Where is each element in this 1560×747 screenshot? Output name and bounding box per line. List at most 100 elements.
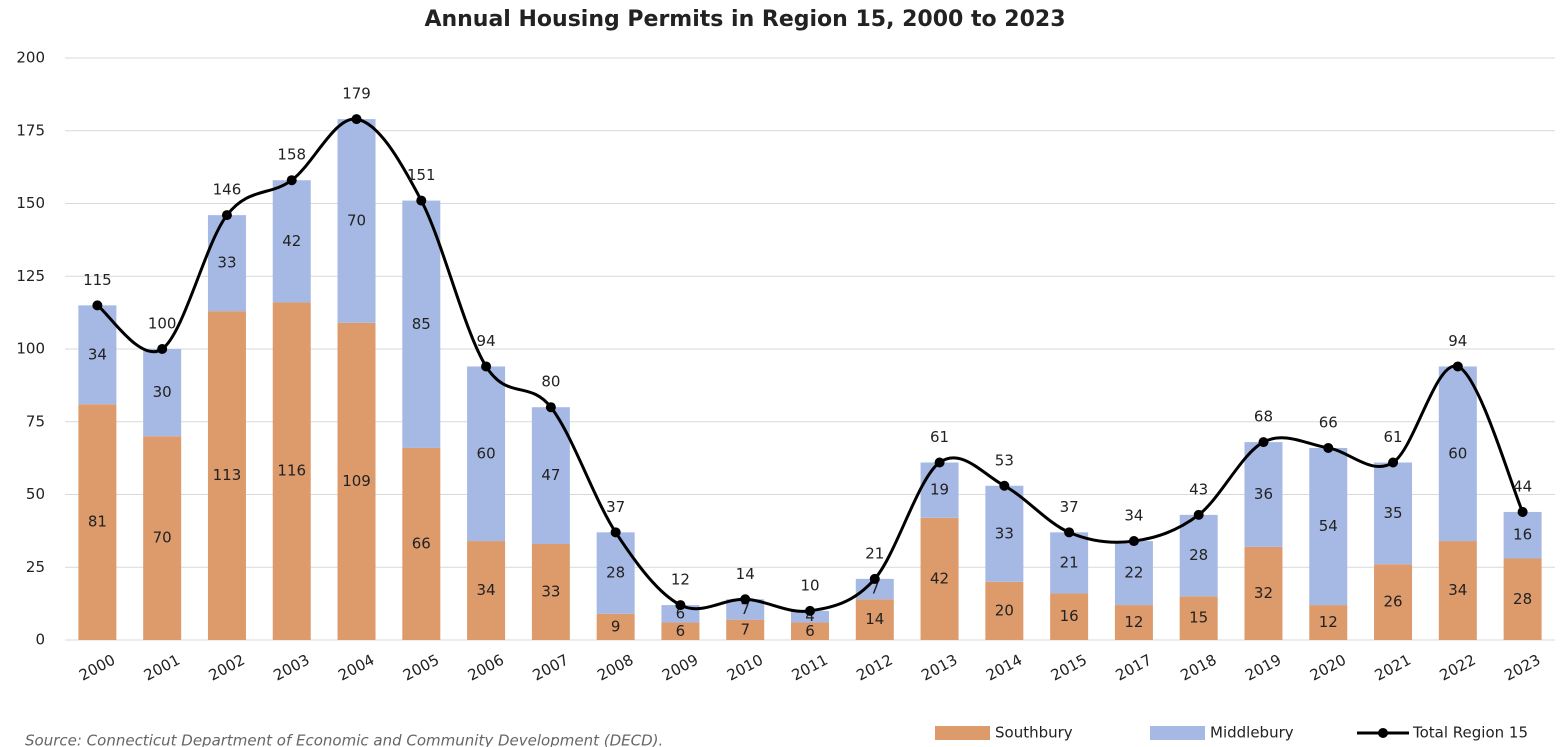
data-label: 28 xyxy=(606,564,625,582)
bar-segment xyxy=(467,541,506,640)
data-label: 34 xyxy=(88,345,107,363)
data-label: 7 xyxy=(870,580,880,598)
bar-segment xyxy=(78,305,117,405)
x-tick-label: 2010 xyxy=(724,651,766,685)
chart-title: Annual Housing Permits in Region 15, 200… xyxy=(424,7,1065,32)
total-line xyxy=(96,117,1524,613)
bar-segment xyxy=(78,404,117,640)
line-point xyxy=(1258,437,1269,448)
x-tick-label: 2017 xyxy=(1113,651,1155,685)
x-tick-label: 2003 xyxy=(270,651,312,685)
line-point xyxy=(1452,361,1463,372)
data-label: 4 xyxy=(805,607,815,625)
x-tick-label: 2002 xyxy=(206,651,248,685)
line-point xyxy=(999,480,1010,491)
data-label: 116 xyxy=(277,462,306,480)
legend-label: Middlebury xyxy=(1210,724,1294,742)
data-label: 109 xyxy=(342,472,371,490)
data-label: 35 xyxy=(1383,504,1402,522)
data-label: 68 xyxy=(1254,408,1273,426)
line-point xyxy=(869,573,880,584)
data-label: 70 xyxy=(153,529,172,547)
line-point xyxy=(1193,509,1204,520)
data-label: 6 xyxy=(676,622,686,640)
x-tick-label: 2020 xyxy=(1307,651,1349,685)
x-tick-label: 2021 xyxy=(1372,651,1414,685)
x-tick-label: 2006 xyxy=(465,651,507,685)
bar-segment xyxy=(272,180,311,303)
x-tick-label: 2011 xyxy=(789,651,831,685)
data-label: 47 xyxy=(541,466,560,484)
bar-segment xyxy=(272,302,311,640)
data-label: 61 xyxy=(930,428,949,446)
x-tick-label: 2001 xyxy=(141,651,183,685)
y-tick-label: 50 xyxy=(26,485,45,503)
bar-segment xyxy=(1050,532,1089,594)
bar-segment xyxy=(791,610,829,623)
y-tick-label: 150 xyxy=(16,194,45,212)
bar-segment xyxy=(920,462,959,518)
bar-segment xyxy=(1244,442,1283,547)
data-label: 14 xyxy=(865,610,884,628)
bar-segment xyxy=(143,349,182,437)
bar-segment xyxy=(985,485,1024,582)
bar-segment xyxy=(1114,541,1153,606)
data-label: 60 xyxy=(477,444,496,462)
bar-segment xyxy=(207,215,246,312)
bar-segment xyxy=(1374,564,1413,640)
data-label: 53 xyxy=(995,451,1014,469)
x-tick-label: 2007 xyxy=(530,651,572,685)
y-tick-label: 100 xyxy=(16,340,45,358)
data-label: 16 xyxy=(1060,607,1079,625)
data-label: 30 xyxy=(153,383,172,401)
data-label: 32 xyxy=(1254,584,1273,602)
x-tick-label: 2012 xyxy=(853,651,895,685)
data-label: 33 xyxy=(217,254,236,272)
x-tick-label: 2015 xyxy=(1048,651,1090,685)
x-tick-label: 2000 xyxy=(76,651,118,685)
data-label: 21 xyxy=(865,544,884,562)
bar-segment xyxy=(855,578,894,600)
bar-segment xyxy=(1179,596,1218,640)
x-tick-label: 2023 xyxy=(1501,651,1543,685)
data-label: 151 xyxy=(407,166,436,184)
data-label: 94 xyxy=(1448,332,1467,350)
data-label: 66 xyxy=(1319,413,1338,431)
bar-segment xyxy=(467,366,506,542)
line-point xyxy=(1323,442,1334,453)
data-label: 146 xyxy=(213,181,242,199)
data-label: 179 xyxy=(342,85,371,103)
bar-segment xyxy=(726,599,765,620)
x-tick-label: 2014 xyxy=(983,651,1025,685)
data-label: 66 xyxy=(412,534,431,552)
bar-segment xyxy=(791,622,829,640)
data-label: 61 xyxy=(1383,428,1402,446)
line-point xyxy=(221,210,232,221)
bar-segment xyxy=(1438,541,1477,640)
bar-segment xyxy=(1503,511,1542,559)
data-label: 21 xyxy=(1060,553,1079,571)
bar-segment xyxy=(596,532,635,614)
x-tick-label: 2019 xyxy=(1242,651,1284,685)
y-tick-label: 175 xyxy=(16,121,45,139)
line-point xyxy=(157,344,168,354)
data-label: 22 xyxy=(1124,564,1143,582)
data-label: 34 xyxy=(1124,507,1143,525)
data-label: 70 xyxy=(347,211,366,229)
data-label: 85 xyxy=(412,315,431,333)
x-tick-label: 2004 xyxy=(335,651,377,685)
line-point xyxy=(545,402,556,413)
y-tick-label: 200 xyxy=(16,49,45,67)
line-point xyxy=(1517,506,1528,517)
line-point xyxy=(351,114,362,125)
data-label: 54 xyxy=(1319,517,1338,535)
line-point xyxy=(740,594,751,605)
bar-segment xyxy=(1050,593,1089,640)
bar-segment xyxy=(402,447,441,640)
bar-segment xyxy=(531,543,570,640)
y-tick-label: 75 xyxy=(26,412,45,430)
legend-swatch xyxy=(935,726,990,740)
data-label: 113 xyxy=(213,466,242,484)
y-tick-label: 25 xyxy=(26,558,45,576)
data-label: 42 xyxy=(930,569,949,587)
